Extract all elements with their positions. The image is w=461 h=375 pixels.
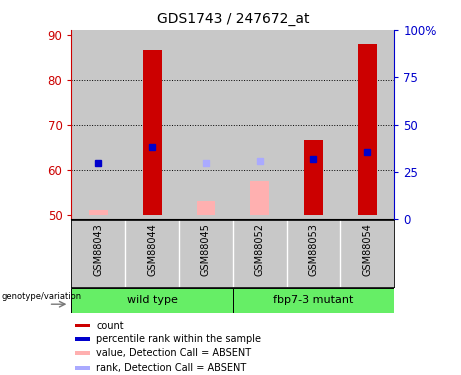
Bar [75,324,90,327]
Text: percentile rank within the sample: percentile rank within the sample [96,334,261,344]
Title: GDS1743 / 247672_at: GDS1743 / 247672_at [157,12,309,26]
Bar [179,30,233,219]
Text: GSM88054: GSM88054 [362,224,372,276]
Bar [250,181,269,215]
Text: fbp7-3 mutant: fbp7-3 mutant [273,296,354,305]
Bar [125,30,179,219]
Bar [75,338,90,340]
Bar [143,50,161,215]
Text: value, Detection Call = ABSENT: value, Detection Call = ABSENT [96,348,251,358]
Text: count: count [96,321,124,331]
Bar [71,30,125,219]
Text: GSM88044: GSM88044 [147,224,157,276]
Bar [89,210,108,215]
Bar [71,288,233,313]
Text: rank, Detection Call = ABSENT: rank, Detection Call = ABSENT [96,363,247,373]
Text: wild type: wild type [127,296,177,305]
Bar [340,30,394,219]
Bar [75,351,90,354]
Text: GSM88045: GSM88045 [201,224,211,276]
Bar [358,44,377,215]
Bar [196,201,215,215]
Text: GSM88052: GSM88052 [254,224,265,276]
Bar [75,366,90,370]
Text: GSM88043: GSM88043 [93,224,103,276]
Bar [233,288,394,313]
Text: GSM88053: GSM88053 [308,224,319,276]
Text: genotype/variation: genotype/variation [1,292,82,301]
Bar [304,141,323,215]
Bar [233,30,287,219]
Bar [287,30,340,219]
